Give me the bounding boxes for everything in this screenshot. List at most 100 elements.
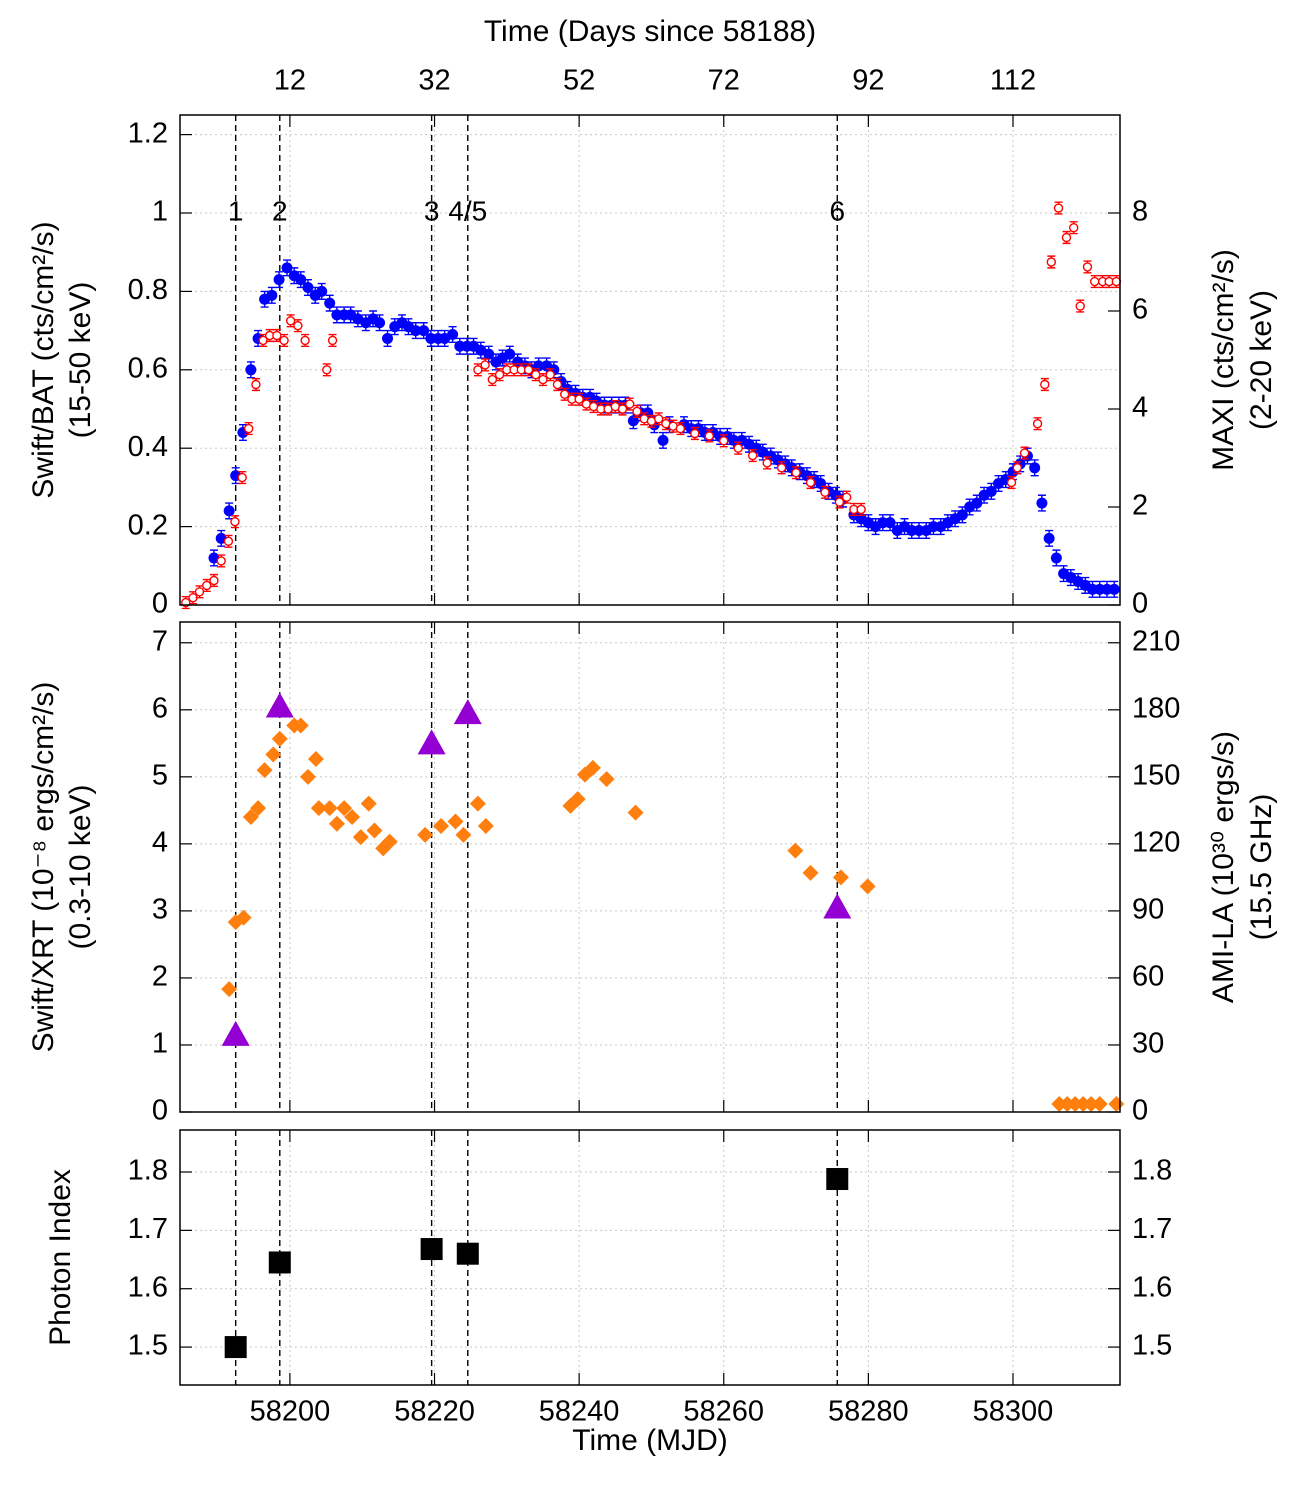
data-point	[483, 348, 495, 360]
data-point	[584, 759, 601, 776]
data-point	[223, 536, 234, 546]
epoch-label: 1	[228, 195, 244, 226]
y2-tick-label: 30	[1132, 1028, 1164, 1060]
data-point	[1029, 462, 1041, 474]
data-point	[1036, 497, 1048, 509]
data-point	[265, 692, 294, 718]
data-point	[418, 325, 430, 337]
data-point	[480, 360, 490, 370]
y2-tick-label: 0	[1132, 588, 1148, 620]
y2-axis-label: AMI-LA (10³⁰ ergs/s)	[1207, 731, 1240, 1003]
data-point	[224, 1336, 247, 1359]
x-tick-label: 58260	[683, 1396, 764, 1428]
y-axis-label: Swift/BAT (cts/cm²/s)	[27, 221, 60, 498]
data-point	[352, 829, 369, 846]
data-point	[281, 262, 293, 274]
data-point	[447, 813, 464, 830]
data-point	[538, 374, 548, 385]
data-point	[455, 826, 472, 843]
data-point	[302, 281, 314, 293]
data-point	[834, 497, 845, 507]
data-point	[823, 893, 852, 919]
data-point	[569, 791, 586, 808]
data-point	[202, 580, 212, 591]
data-point	[292, 717, 309, 734]
data-point	[381, 833, 398, 850]
data-point	[216, 556, 226, 566]
data-point	[328, 815, 345, 832]
data-point	[719, 436, 729, 446]
data-point	[265, 746, 282, 763]
y2-tick-label: 1.5	[1132, 1330, 1172, 1362]
data-point	[1108, 1095, 1125, 1112]
y-axis-label: (0.3-10 keV)	[64, 784, 97, 949]
data-point	[627, 804, 644, 821]
data-point	[733, 443, 743, 453]
plot-frame	[179, 114, 1121, 606]
data-point	[1061, 232, 1072, 243]
data-point	[1108, 583, 1120, 595]
data-point	[859, 878, 876, 895]
data-point	[1050, 552, 1062, 564]
data-point	[574, 394, 584, 404]
data-point	[300, 335, 310, 346]
y-tick-label: 0.8	[128, 274, 168, 306]
data-point	[256, 762, 273, 779]
x2-tick-label: 52	[563, 65, 595, 97]
y2-tick-label: 210	[1132, 625, 1180, 657]
y-tick-label: 1.2	[128, 117, 168, 149]
y-tick-label: 0.4	[128, 431, 168, 463]
data-point	[487, 374, 498, 385]
data-point	[690, 428, 700, 439]
y-tick-label: 1.7	[128, 1213, 168, 1245]
data-point	[243, 423, 254, 434]
y2-axis-label: (2-20 keV)	[1245, 290, 1278, 430]
epoch-label: 3	[424, 195, 440, 226]
data-point	[1043, 532, 1055, 544]
data-point	[453, 699, 482, 725]
data-point	[791, 468, 801, 478]
data-point	[321, 800, 338, 817]
data-point	[1019, 448, 1030, 458]
data-point	[316, 285, 328, 297]
data-point	[1012, 463, 1023, 473]
x2-tick-label: 92	[852, 65, 884, 97]
y-tick-label: 1.8	[128, 1155, 168, 1187]
data-point	[802, 864, 819, 881]
x-axis-label: Time (MJD)	[572, 1424, 728, 1457]
data-point	[653, 414, 664, 424]
x2-axis-label: Time (Days since 58188)	[484, 15, 816, 48]
data-point	[826, 1168, 849, 1191]
plot-frame	[179, 1129, 1121, 1386]
x2-tick-label: 12	[274, 65, 306, 97]
data-point	[307, 750, 324, 767]
data-point	[762, 458, 772, 468]
data-point	[787, 842, 804, 859]
data-point	[271, 730, 288, 747]
y2-tick-label: 60	[1132, 961, 1164, 993]
data-point	[1032, 419, 1043, 429]
x-tick-label: 58240	[539, 1396, 620, 1428]
y2-tick-label: 8	[1132, 196, 1148, 228]
data-point	[632, 406, 642, 417]
data-point	[237, 472, 247, 483]
data-point	[344, 809, 361, 826]
data-point	[559, 389, 570, 399]
data-point	[223, 505, 235, 517]
data-point	[625, 399, 635, 409]
data-point	[956, 509, 968, 521]
data-point	[820, 487, 830, 497]
data-point	[523, 365, 534, 375]
data-point	[1069, 222, 1079, 233]
data-point	[494, 370, 505, 380]
y2-axis-label: MAXI (cts/cm²/s)	[1207, 249, 1240, 471]
y2-tick-label: 180	[1132, 692, 1180, 724]
y-axis-label: Swift/XRT (10⁻⁸ ergs/cm²/s)	[27, 682, 60, 1053]
data-point	[299, 768, 316, 785]
data-point	[728, 434, 740, 446]
epoch-label: 4/5	[448, 195, 487, 226]
data-point	[230, 517, 240, 527]
y-tick-label: 0.2	[128, 509, 168, 541]
data-point	[456, 1242, 479, 1265]
data-point	[473, 365, 483, 375]
